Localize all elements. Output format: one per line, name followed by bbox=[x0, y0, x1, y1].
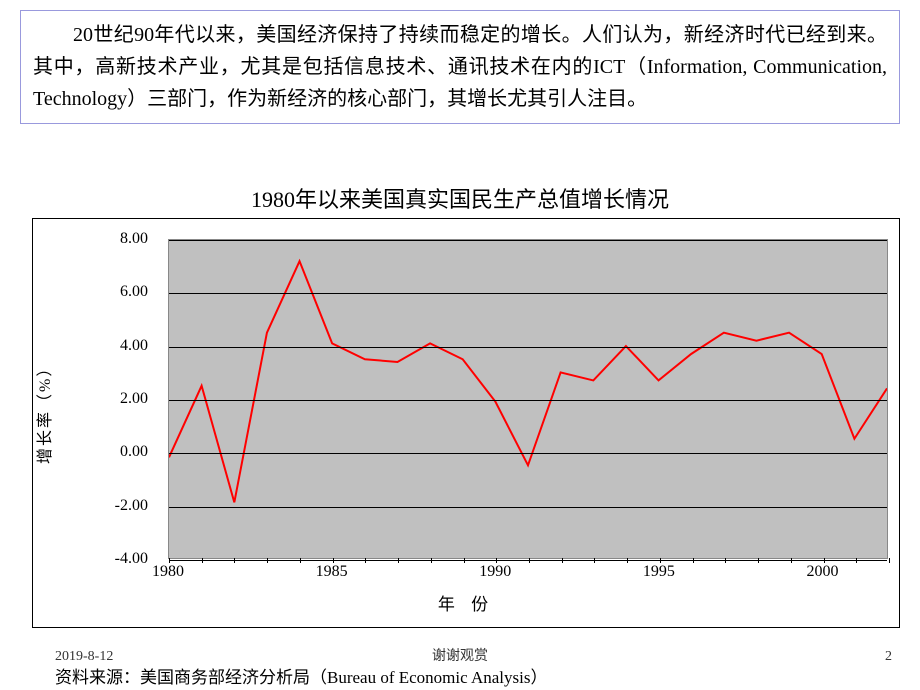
gridline bbox=[169, 507, 887, 508]
source-text: 资料来源：美国商务部经济分析局（Bureau of Economic Analy… bbox=[55, 663, 548, 688]
data-line bbox=[169, 261, 887, 502]
xtick-label: 1980 bbox=[152, 563, 184, 581]
ytick-label: 4.00 bbox=[120, 337, 148, 355]
gridline bbox=[169, 240, 887, 241]
ytick-label: -2.00 bbox=[115, 497, 148, 515]
ytick-label: 2.00 bbox=[120, 390, 148, 408]
ytick-label: 6.00 bbox=[120, 283, 148, 301]
plot-area bbox=[168, 239, 888, 559]
xtick-label: 1995 bbox=[643, 563, 675, 581]
xtick-mark bbox=[889, 558, 890, 563]
xtick-label: 1990 bbox=[479, 563, 511, 581]
xaxis-title: 年 份 bbox=[33, 590, 899, 615]
xtick-labels: 19801985199019952000 bbox=[168, 563, 888, 587]
gridline bbox=[169, 293, 887, 294]
line-series bbox=[169, 240, 887, 558]
xtick-label: 1985 bbox=[316, 563, 348, 581]
chart-container: 增长率（%） -4.00 -2.00 0.00 2.00 4.00 6.00 8.00 19… bbox=[32, 218, 900, 628]
chart-title: 1980年以来美国真实国民生产总值增长情况 bbox=[0, 182, 920, 214]
gridline bbox=[169, 560, 887, 561]
gridline bbox=[169, 347, 887, 348]
ytick-labels: -4.00-2.000.002.004.006.008.00 bbox=[88, 239, 158, 559]
ytick-label: -4.00 bbox=[115, 550, 148, 568]
xtick-label: 2000 bbox=[807, 563, 839, 581]
intro-paragraph: 20世纪90年代以来，美国经济保持了持续而稳定的增长。人们认为，新经济时代已经到… bbox=[33, 24, 887, 110]
page-number: 2 bbox=[885, 649, 892, 665]
yaxis-title: 增长率（%） bbox=[31, 358, 55, 463]
intro-textbox: 20世纪90年代以来，美国经济保持了持续而稳定的增长。人们认为，新经济时代已经到… bbox=[20, 10, 900, 124]
gridline bbox=[169, 453, 887, 454]
gridline bbox=[169, 400, 887, 401]
ytick-label: 8.00 bbox=[120, 230, 148, 248]
ytick-label: 0.00 bbox=[120, 443, 148, 461]
thanks-text: 谢谢观赏 bbox=[0, 645, 920, 665]
